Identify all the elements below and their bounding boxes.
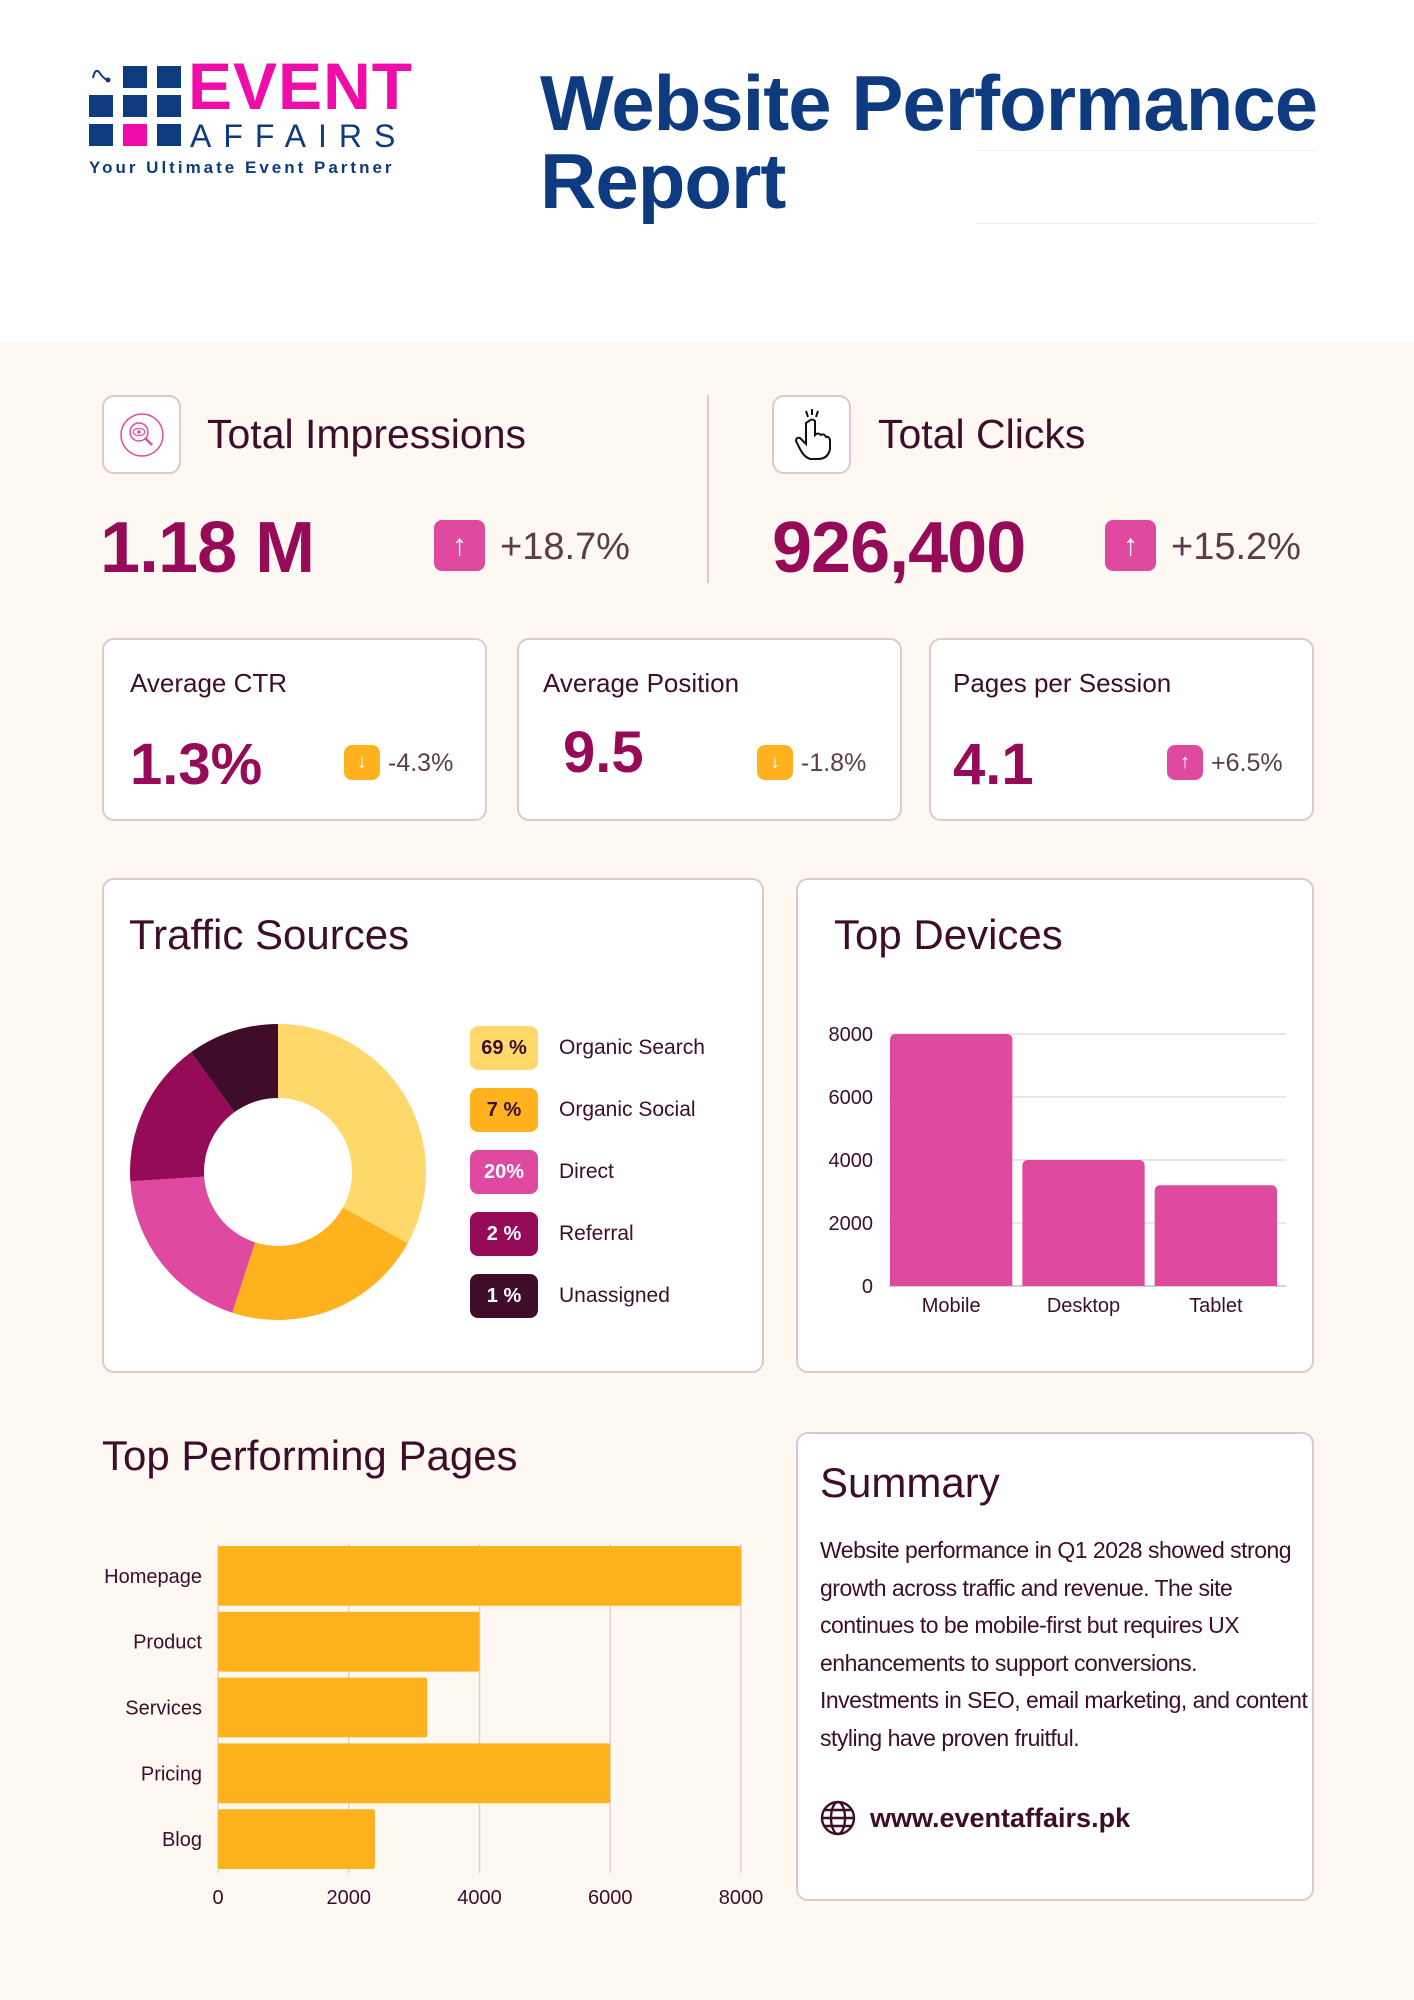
bar-tablet xyxy=(1154,1185,1277,1286)
arrow-up-icon: ↑ xyxy=(1167,745,1203,780)
arrow-up-icon: ↑ xyxy=(1105,520,1156,571)
legend-chip: 69 % xyxy=(470,1026,538,1070)
y-tick-label: Blog xyxy=(162,1829,202,1851)
x-tick-label: Tablet xyxy=(1189,1295,1243,1317)
divider xyxy=(707,395,709,583)
x-tick-label: Mobile xyxy=(922,1295,981,1317)
logo-tagline: Your Ultimate Event Partner xyxy=(89,158,395,177)
divider xyxy=(977,150,1317,151)
metric-title: Average Position xyxy=(543,668,740,698)
donut-slice-direct xyxy=(130,1176,256,1313)
pages-bar-chart: 0 2000 4000 6000 8000 Homepage Product Services… xyxy=(104,1544,764,1909)
bar-homepage xyxy=(218,1546,741,1606)
legend-label: Organic Search xyxy=(559,1036,705,1059)
donut-slice-unassigned xyxy=(191,1024,278,1113)
divider xyxy=(977,223,1317,224)
donut-slice-organic-social xyxy=(232,1207,408,1320)
metric-card-ctr: Average CTR 1.3% ↓ -4.3% xyxy=(102,638,487,821)
metric-value: 9.5 xyxy=(563,720,644,785)
devices-bar-chart: 0 2000 4000 6000 8000 Mobile Desktop Tablet xyxy=(829,1024,1286,1317)
donut-slice-organic-search xyxy=(278,1024,427,1244)
logo-subtext: AFFAIRS xyxy=(190,118,408,154)
y-tick-label: 4000 xyxy=(829,1150,874,1172)
y-tick-label: Homepage xyxy=(104,1566,202,1588)
x-tick-label: 6000 xyxy=(588,1887,633,1909)
bar-pricing xyxy=(218,1743,611,1804)
top-devices-card xyxy=(796,878,1314,1373)
stat-title: Total Impressions xyxy=(207,411,527,457)
metric-value: 1.3% xyxy=(130,732,263,797)
logo-grid-icon xyxy=(89,66,181,146)
metric-change: +6.5% xyxy=(1211,749,1283,777)
summary-title: Summary xyxy=(820,1459,1000,1506)
y-tick-label: Product xyxy=(133,1632,202,1654)
bar-services xyxy=(218,1677,428,1738)
bar-mobile xyxy=(890,1034,1013,1286)
top-pages-title: Top Performing Pages xyxy=(102,1432,518,1479)
legend-chip: 20% xyxy=(470,1150,538,1194)
donut-slice-referral xyxy=(130,1052,235,1182)
metric-value: 4.1 xyxy=(953,732,1034,797)
stat-value: 1.18 M xyxy=(100,508,315,588)
legend-label: Direct xyxy=(559,1160,614,1183)
title-line-2: Report xyxy=(540,137,786,225)
y-tick-label: 2000 xyxy=(829,1213,874,1235)
y-tick-label: 8000 xyxy=(829,1024,874,1046)
metric-title: Pages per Session xyxy=(953,668,1172,698)
x-tick-label: 4000 xyxy=(457,1887,502,1909)
stat-change: +15.2% xyxy=(1171,526,1301,568)
bar-product xyxy=(218,1611,480,1672)
legend-label: Referral xyxy=(559,1222,634,1245)
eye-search-icon xyxy=(102,395,181,474)
legend-chip: 2 % xyxy=(470,1212,538,1256)
traffic-sources-title: Traffic Sources xyxy=(129,911,410,958)
arrow-down-icon: ↓ xyxy=(757,745,793,780)
top-devices-title: Top Devices xyxy=(834,911,1063,958)
legend-chip: 7 % xyxy=(470,1088,538,1132)
legend-chip: 1 % xyxy=(470,1274,538,1318)
stat-title: Total Clicks xyxy=(878,411,1086,457)
pointer-click-icon xyxy=(772,395,851,474)
website-link[interactable]: www.eventaffairs.pk xyxy=(870,1803,1131,1833)
x-tick-label: 0 xyxy=(212,1887,223,1909)
y-tick-label: 6000 xyxy=(829,1087,874,1109)
summary-card xyxy=(796,1432,1314,1901)
globe-icon xyxy=(819,1799,857,1842)
bar-desktop xyxy=(1022,1160,1145,1286)
metric-change: -1.8% xyxy=(801,749,867,777)
x-tick-label: Desktop xyxy=(1047,1295,1120,1317)
logo-text: EVENT xyxy=(188,49,414,123)
header xyxy=(0,0,1414,342)
bar-blog xyxy=(218,1809,375,1869)
y-tick-label: Pricing xyxy=(141,1763,202,1785)
y-tick-label: 0 xyxy=(862,1276,873,1298)
page-title: Website Performance Report xyxy=(540,64,1414,220)
metric-change: -4.3% xyxy=(388,749,454,777)
legend-label: Unassigned xyxy=(559,1284,670,1307)
stat-change: +18.7% xyxy=(500,526,630,568)
donut-chart xyxy=(130,1024,427,1320)
x-tick-label: 8000 xyxy=(719,1887,764,1909)
legend-label: Organic Social xyxy=(559,1098,696,1121)
arrow-down-icon: ↓ xyxy=(344,745,380,780)
title-line-1: Website Performance xyxy=(540,59,1318,147)
x-tick-label: 2000 xyxy=(327,1887,372,1909)
summary-text: Website performance in Q1 2028 showed st… xyxy=(820,1537,1308,1751)
stat-value: 926,400 xyxy=(772,508,1026,588)
arrow-up-icon: ↑ xyxy=(434,520,485,571)
metric-title: Average CTR xyxy=(130,668,288,698)
metric-card-position: Average Position 9.5 ↓ -1.8% xyxy=(517,638,902,821)
y-tick-label: Services xyxy=(125,1698,202,1720)
metric-card-pages-per-session: Pages per Session 4.1 ↑ +6.5% xyxy=(929,638,1314,821)
